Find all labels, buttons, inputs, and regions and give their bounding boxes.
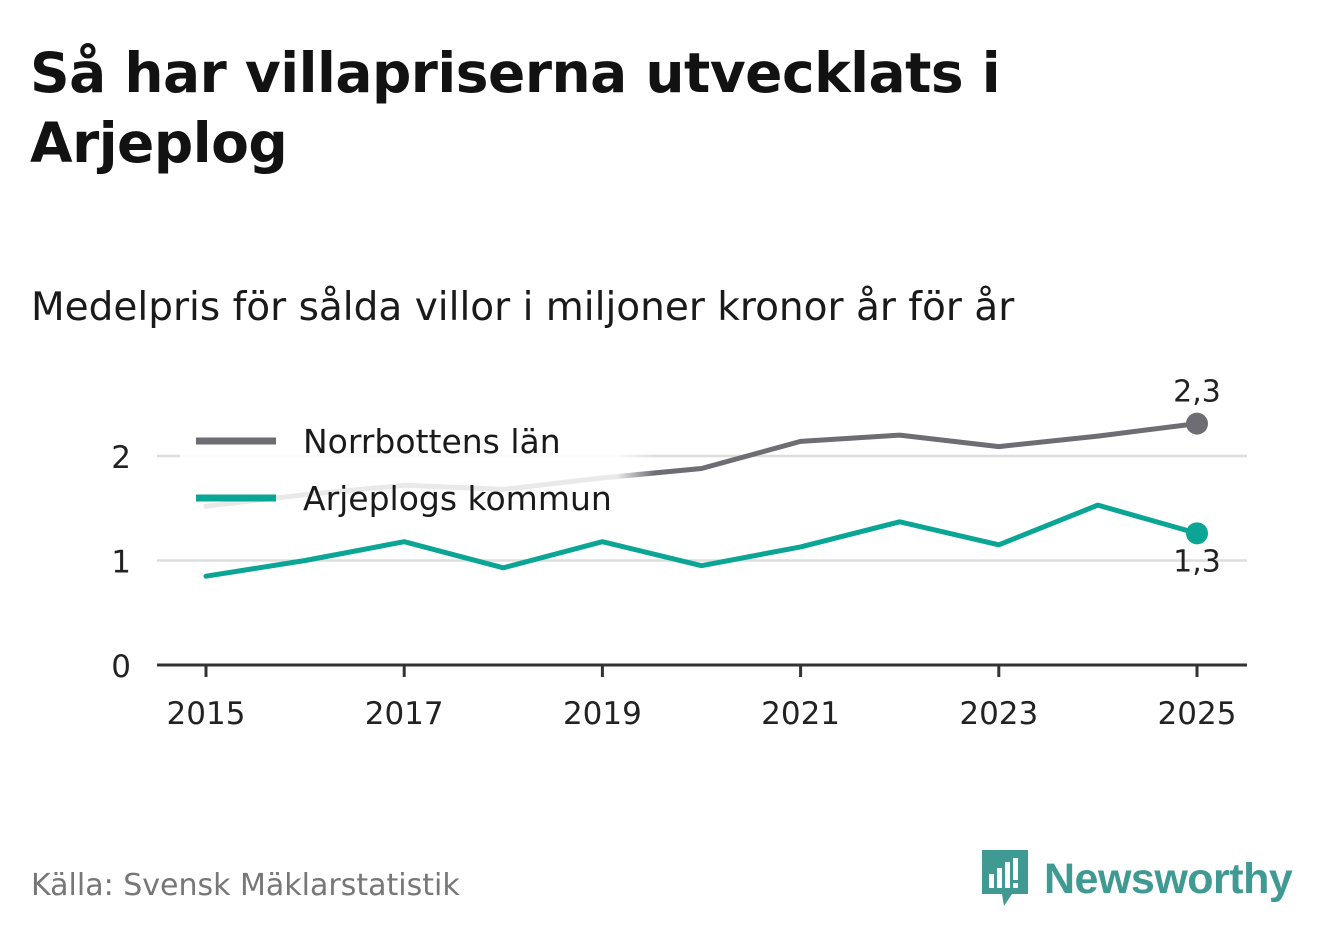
newsworthy-logo: Newsworthy: [980, 848, 1293, 910]
brand-name: Newsworthy: [1044, 854, 1293, 903]
x-tick-label-2017: 2017: [365, 696, 444, 732]
y-tick-label-0: 0: [111, 649, 131, 685]
chart-title: Så har villapriserna utvecklats i Arjepl…: [30, 41, 1001, 175]
x-tick-label-2015: 2015: [167, 696, 246, 732]
newsworthy-logo-icon: [982, 850, 1028, 906]
chart-subtitle: Medelpris för sålda villor i miljoner kr…: [31, 285, 1015, 330]
y-tick-label-2: 2: [111, 440, 131, 476]
legend-label-arjeplog: Arjeplogs kommun: [303, 479, 612, 518]
end-label-arjeplog: 1,3: [1173, 544, 1221, 579]
legend-background: [180, 412, 655, 525]
legend-label-norrbotten: Norrbottens län: [303, 422, 561, 461]
series-line-arjeplog: [203, 502, 1200, 579]
y-tick-label-1: 1: [111, 545, 131, 581]
x-tick-label-2021: 2021: [761, 696, 840, 732]
end-point-norrbotten: [1186, 412, 1208, 435]
end-point-arjeplog: [1186, 522, 1208, 545]
x-tick-label-2023: 2023: [959, 696, 1038, 732]
end-label-norrbotten: 2,3: [1173, 375, 1221, 410]
x-tick-label-2025: 2025: [1158, 696, 1237, 732]
source-note: Källa: Svensk Mäklarstatistik: [31, 868, 460, 903]
line-chart: 0 1 2 2015 2017 2019 2021 2023 2025 Norrbottens l…: [111, 375, 1247, 732]
x-tick-label-2019: 2019: [563, 696, 642, 732]
